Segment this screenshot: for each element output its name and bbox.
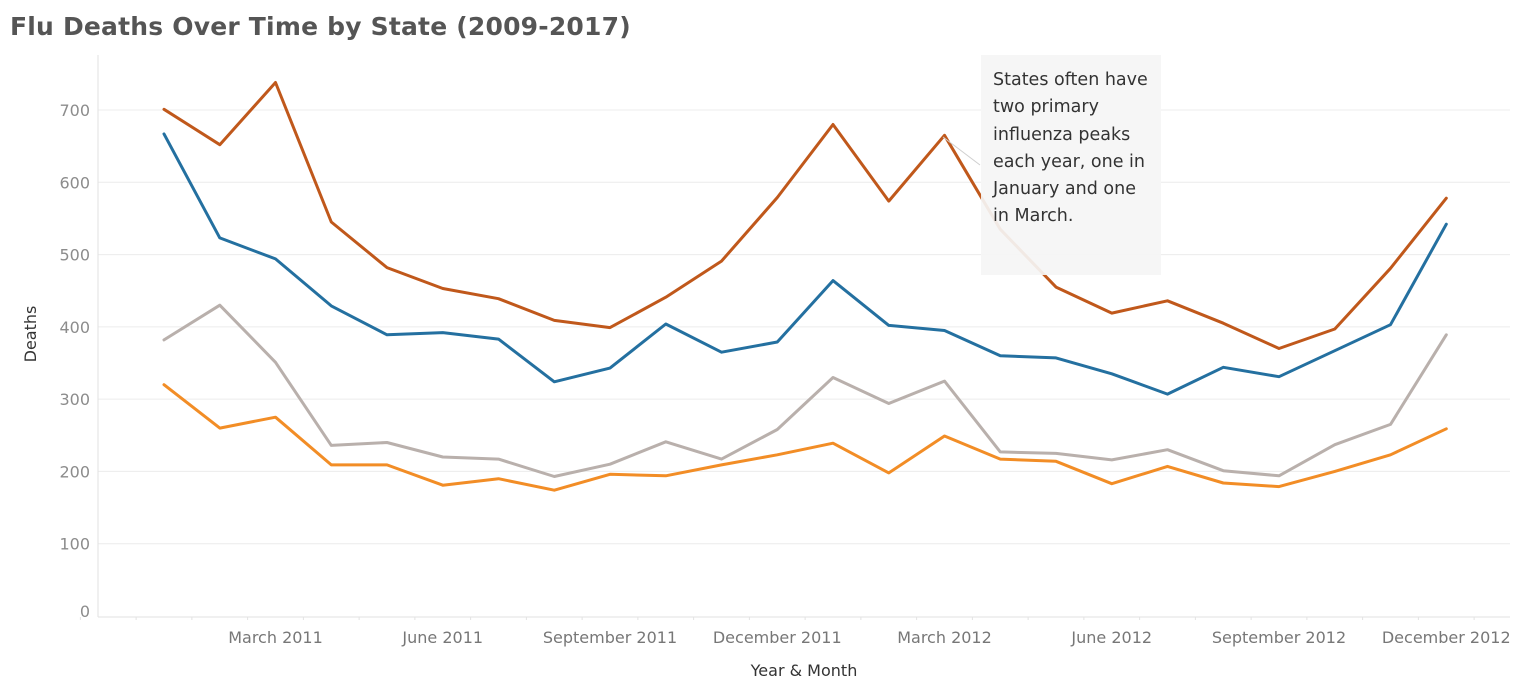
- x-tick-label: June 2011: [401, 628, 483, 647]
- x-tick-label: December 2011: [713, 628, 842, 647]
- series-line-1: [162, 81, 1448, 350]
- y-tick-label: 600: [59, 173, 90, 192]
- x-tick-label: September 2012: [1212, 628, 1346, 647]
- x-axis-label: Year & Month: [750, 661, 858, 680]
- y-tick-label: 700: [59, 101, 90, 120]
- y-tick-label: 500: [59, 246, 90, 265]
- chart-title: Flu Deaths Over Time by State (2009-2017…: [10, 12, 631, 41]
- series-lines: [162, 81, 1448, 492]
- annotation-leader-line: [942, 136, 981, 166]
- x-tick-label: June 2012: [1070, 628, 1152, 647]
- series-line-3: [162, 303, 1448, 478]
- x-axis-ticks: March 2011 June 2011 September 2011 Decembe…: [228, 628, 1510, 647]
- annotation-box: States often have two primary influenza …: [981, 55, 1161, 275]
- y-axis-ticks: 0 100 200 300 400 500 600 700: [59, 101, 90, 621]
- x-tick-label: March 2012: [897, 628, 992, 647]
- y-axis-label: Deaths: [21, 306, 40, 363]
- y-tick-label: 0: [80, 602, 90, 621]
- x-tick-label: September 2011: [543, 628, 677, 647]
- x-tick-label: December 2012: [1382, 628, 1511, 647]
- series-line-2: [162, 132, 1448, 396]
- series-line-4: [162, 383, 1448, 492]
- y-tick-label: 200: [59, 462, 90, 481]
- y-tick-label: 400: [59, 318, 90, 337]
- axes: [79, 55, 1510, 620]
- y-tick-label: 300: [59, 390, 90, 409]
- gridlines: [98, 109, 1510, 545]
- x-tick-label: March 2011: [228, 628, 323, 647]
- y-tick-label: 100: [59, 535, 90, 554]
